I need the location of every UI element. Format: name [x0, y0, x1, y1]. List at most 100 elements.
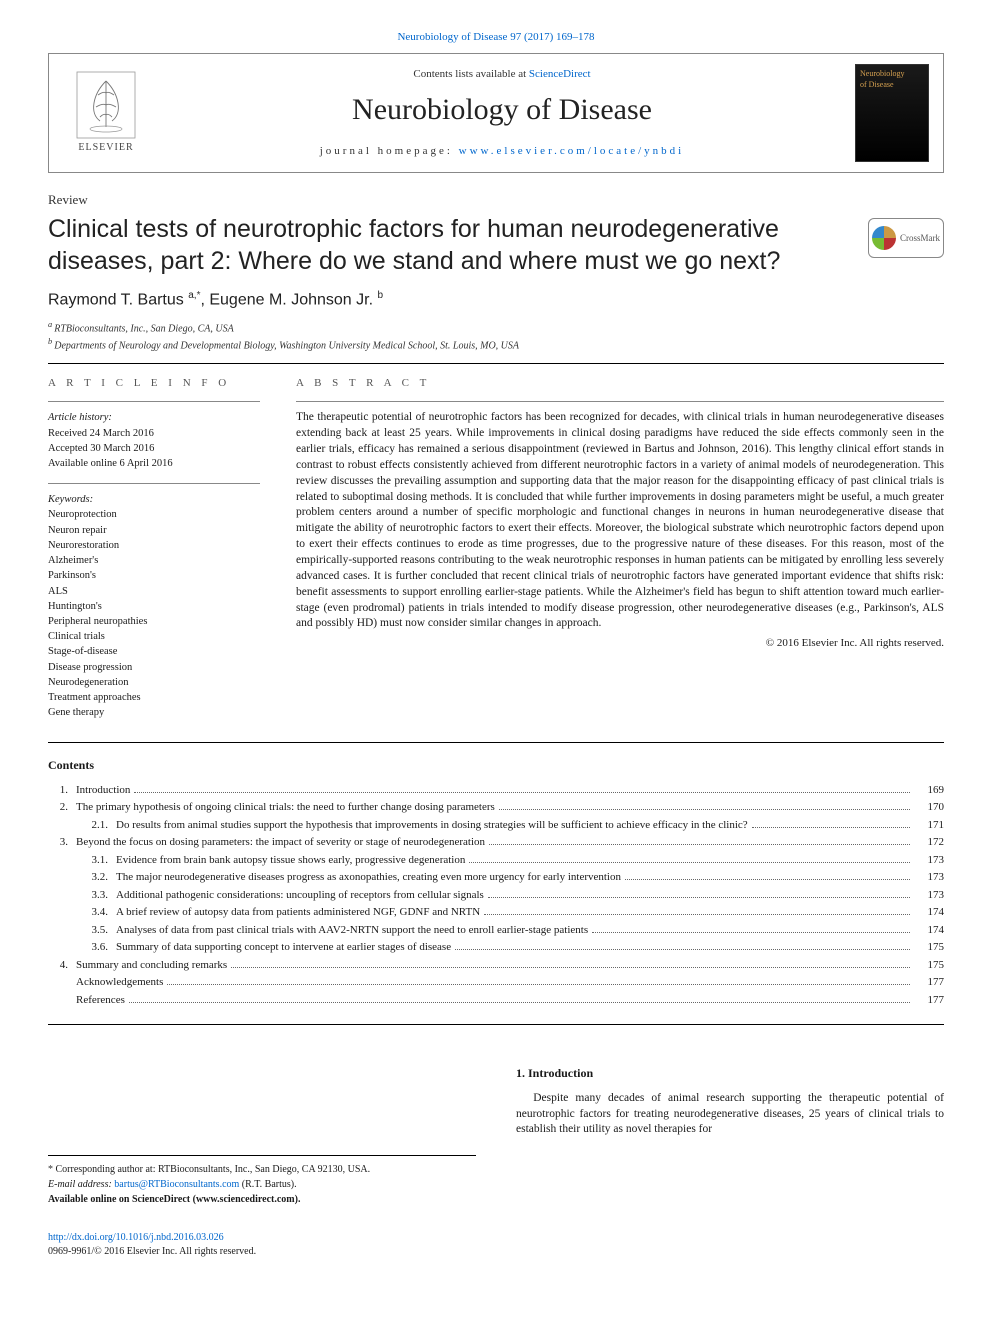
table-of-contents: 1.Introduction 1692.The primary hypothesi…	[48, 782, 944, 1009]
toc-leader-dots	[592, 932, 910, 933]
keyword: Alzheimer's	[48, 553, 260, 568]
toc-row[interactable]: 3.Beyond the focus on dosing parameters:…	[48, 834, 944, 851]
keyword: Treatment approaches	[48, 690, 260, 705]
toc-page: 177	[914, 974, 944, 991]
toc-number: 2.1.	[76, 817, 116, 834]
divider	[296, 401, 944, 402]
citation-link[interactable]: Neurobiology of Disease 97 (2017) 169–17…	[397, 31, 594, 43]
toc-number: 4.	[48, 957, 76, 974]
toc-leader-dots	[499, 809, 910, 810]
author-2: Eugene M. Johnson Jr.	[209, 291, 377, 308]
history-line: Accepted 30 March 2016	[48, 441, 260, 456]
toc-leader-dots	[129, 1002, 910, 1003]
article-type: Review	[48, 191, 944, 209]
toc-row[interactable]: Acknowledgements 177	[48, 974, 944, 991]
toc-title: Beyond the focus on dosing parameters: t…	[76, 834, 485, 851]
keyword: Neurodegeneration	[48, 675, 260, 690]
toc-title: Summary of data supporting concept to in…	[116, 939, 451, 956]
divider	[48, 1024, 944, 1025]
keyword: Stage-of-disease	[48, 644, 260, 659]
history-line: Available online 6 April 2016	[48, 456, 260, 471]
elsevier-logo: ELSEVIER	[63, 65, 149, 161]
toc-number: 3.6.	[76, 939, 116, 956]
toc-row[interactable]: References177	[48, 992, 944, 1009]
toc-row[interactable]: 3.4.A brief review of autopsy data from …	[48, 904, 944, 921]
keyword: Neuron repair	[48, 523, 260, 538]
corresponding-author-block: * Corresponding author at: RTBioconsulta…	[48, 1155, 476, 1207]
keyword: Neuroprotection	[48, 507, 260, 522]
doi-link[interactable]: http://dx.doi.org/10.1016/j.nbd.2016.03.…	[48, 1232, 224, 1243]
toc-row[interactable]: 3.3.Additional pathogenic considerations…	[48, 887, 944, 904]
publisher-brand: ELSEVIER	[78, 141, 133, 155]
toc-leader-dots	[752, 827, 910, 828]
keyword: Disease progression	[48, 660, 260, 675]
journal-homepage-line: journal homepage: www.elsevier.com/locat…	[165, 144, 839, 159]
toc-number: 3.2.	[76, 869, 116, 886]
toc-number: 1.	[48, 782, 76, 799]
toc-number: 3.	[48, 834, 76, 851]
article-title: Clinical tests of neurotrophic factors f…	[48, 214, 848, 277]
toc-row[interactable]: 3.1.Evidence from brain bank autopsy tis…	[48, 852, 944, 869]
toc-leader-dots	[489, 844, 910, 845]
toc-title: Additional pathogenic considerations: un…	[116, 887, 484, 904]
journal-name: Neurobiology of Disease	[165, 90, 839, 131]
page-footer: http://dx.doi.org/10.1016/j.nbd.2016.03.…	[48, 1231, 944, 1258]
journal-header-box: ELSEVIER Contents lists available at Sci…	[48, 53, 944, 173]
toc-leader-dots	[469, 862, 910, 863]
toc-number: 3.5.	[76, 922, 116, 939]
introduction-heading: 1. Introduction	[516, 1065, 944, 1081]
toc-leader-dots	[231, 967, 910, 968]
sciencedirect-link[interactable]: ScienceDirect	[529, 68, 591, 80]
toc-number: 3.3.	[76, 887, 116, 904]
journal-cover-thumbnail: Neurobiology of Disease	[855, 64, 929, 162]
toc-row[interactable]: 2.The primary hypothesis of ongoing clin…	[48, 799, 944, 816]
affiliation-line: b Departments of Neurology and Developme…	[48, 336, 944, 353]
toc-leader-dots	[455, 949, 910, 950]
toc-title: The primary hypothesis of ongoing clinic…	[76, 799, 495, 816]
issn-copyright-line: 0969-9961/© 2016 Elsevier Inc. All right…	[48, 1245, 944, 1259]
elsevier-tree-icon	[76, 71, 136, 139]
crossmark-label: CrossMark	[900, 232, 940, 244]
crossmark-icon	[872, 226, 896, 250]
toc-row[interactable]: 3.6.Summary of data supporting concept t…	[48, 939, 944, 956]
keyword: Neurorestoration	[48, 538, 260, 553]
toc-leader-dots	[484, 914, 910, 915]
toc-leader-dots	[625, 879, 910, 880]
toc-row[interactable]: 2.1.Do results from animal studies suppo…	[48, 817, 944, 834]
abstract-copyright: © 2016 Elsevier Inc. All rights reserved…	[296, 636, 944, 651]
divider	[48, 742, 944, 743]
journal-homepage-link[interactable]: www.elsevier.com/locate/ynbdi	[459, 145, 685, 157]
keyword: Gene therapy	[48, 705, 260, 720]
divider	[48, 483, 260, 484]
affiliations: a RTBioconsultants, Inc., San Diego, CA,…	[48, 319, 944, 354]
corresponding-email-link[interactable]: bartus@RTBioconsultants.com	[114, 1179, 239, 1190]
toc-page: 174	[914, 922, 944, 939]
toc-leader-dots	[134, 792, 910, 793]
keyword: Parkinson's	[48, 568, 260, 583]
toc-page: 173	[914, 852, 944, 869]
keyword: Peripheral neuropathies	[48, 614, 260, 629]
toc-row[interactable]: 4.Summary and concluding remarks175	[48, 957, 944, 974]
toc-title: Introduction	[76, 782, 130, 799]
toc-page: 169	[914, 782, 944, 799]
crossmark-badge[interactable]: CrossMark	[868, 218, 944, 258]
keyword: Clinical trials	[48, 629, 260, 644]
toc-title: The major neurodegenerative diseases pro…	[116, 869, 621, 886]
email-label: E-mail address:	[48, 1179, 114, 1190]
contents-heading: Contents	[48, 757, 944, 773]
toc-page: 170	[914, 799, 944, 816]
toc-title: References	[76, 992, 125, 1009]
keyword: Huntington's	[48, 599, 260, 614]
history-label: Article history:	[48, 410, 260, 425]
toc-row[interactable]: 3.2.The major neurodegenerative diseases…	[48, 869, 944, 886]
toc-number: 3.1.	[76, 852, 116, 869]
toc-row[interactable]: 1.Introduction 169	[48, 782, 944, 799]
toc-row[interactable]: 3.5.Analyses of data from past clinical …	[48, 922, 944, 939]
introduction-text: Despite many decades of animal research …	[516, 1091, 944, 1138]
toc-title: A brief review of autopsy data from pati…	[116, 904, 480, 921]
toc-leader-dots	[488, 897, 910, 898]
toc-page: 174	[914, 904, 944, 921]
corresponding-line: Corresponding author at: RTBioconsultant…	[56, 1164, 371, 1175]
toc-title: Do results from animal studies support t…	[116, 817, 748, 834]
toc-title: Acknowledgements	[76, 974, 163, 991]
